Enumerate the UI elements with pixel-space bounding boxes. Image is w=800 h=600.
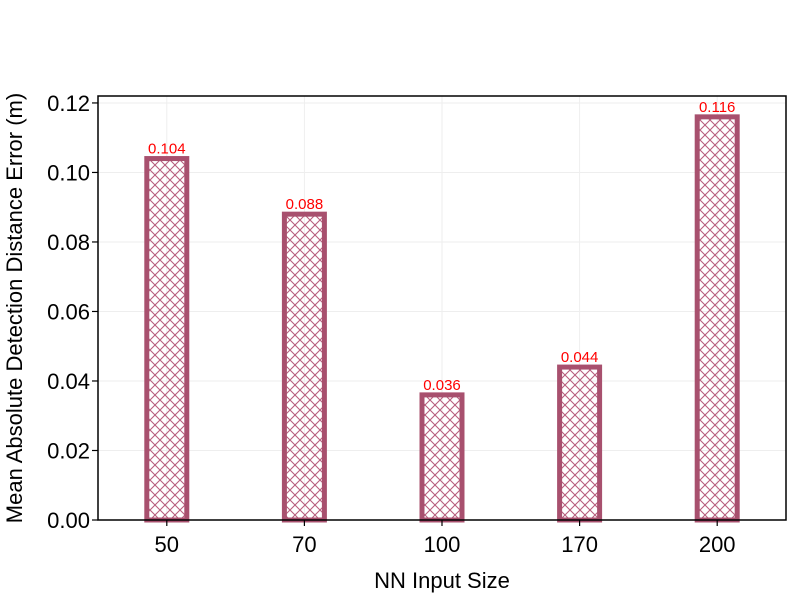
y-tick-label: 0.12 — [47, 91, 90, 116]
y-tick-label: 0.08 — [47, 230, 90, 255]
x-tick-label: 200 — [699, 532, 736, 557]
x-tick-label: 100 — [424, 532, 461, 557]
x-axis-label: NN Input Size — [374, 568, 510, 593]
y-tick-label: 0.06 — [47, 299, 90, 324]
bars — [144, 114, 740, 523]
y-axis-label: Mean Absolute Detection Distance Error (… — [2, 93, 27, 523]
x-tick-label: 70 — [292, 532, 316, 557]
x-tick-label: 170 — [561, 532, 598, 557]
data-label: 0.044 — [561, 349, 599, 366]
bar-100 — [419, 392, 465, 523]
data-label: 0.116 — [699, 99, 735, 116]
x-tick-label: 50 — [155, 532, 179, 557]
y-tick-label: 0.02 — [47, 438, 90, 463]
y-tick-label: 0.04 — [47, 369, 90, 394]
y-tick-label: 0.00 — [47, 508, 90, 533]
y-axis-ticks: 0.00 0.02 0.04 0.06 0.08 0.10 0.12 — [47, 91, 98, 533]
bar-170 — [557, 364, 603, 523]
y-tick-label: 0.10 — [47, 160, 90, 185]
data-label: 0.088 — [286, 196, 324, 213]
bar-200 — [694, 114, 740, 523]
data-labels: 0.104 0.088 0.036 0.044 0.116 — [148, 99, 735, 394]
bar-70 — [281, 211, 327, 523]
bar-50 — [144, 156, 190, 523]
x-axis-ticks: 50 70 100 170 200 — [155, 520, 736, 557]
data-label: 0.104 — [148, 141, 186, 158]
data-label: 0.036 — [423, 377, 461, 394]
